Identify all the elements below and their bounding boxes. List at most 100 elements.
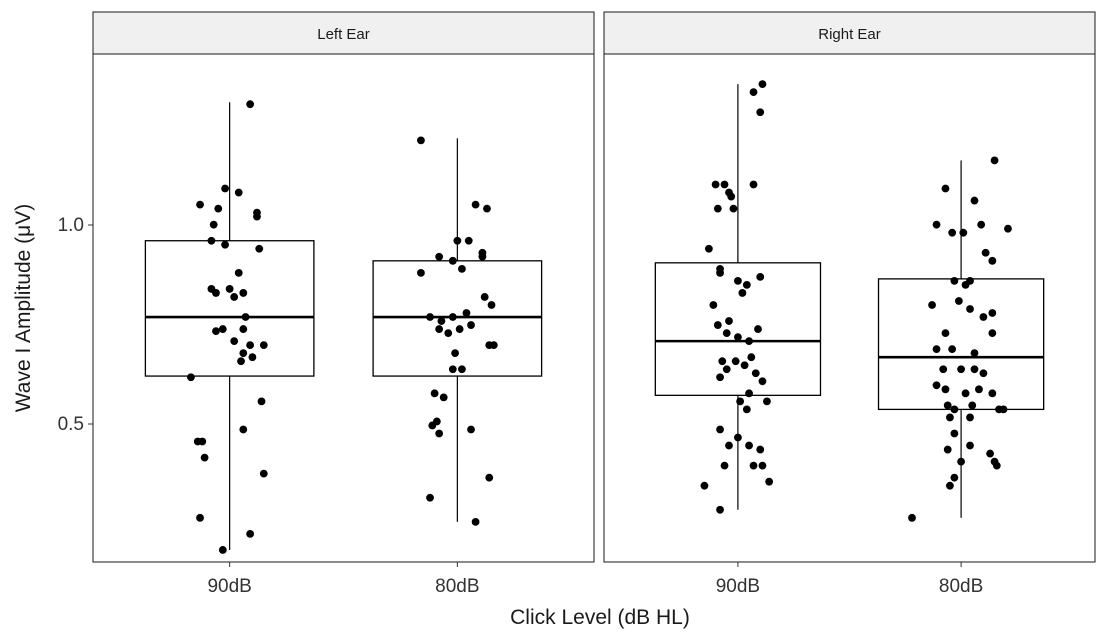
- x-tick-label: 80dB: [939, 576, 983, 597]
- data-point: [711, 180, 720, 189]
- data-point: [246, 100, 255, 109]
- data-point: [946, 413, 954, 422]
- data-point: [448, 313, 457, 321]
- data-point: [451, 349, 459, 358]
- data-point: [200, 453, 209, 462]
- data-point: [736, 397, 745, 406]
- data-point: [742, 405, 751, 414]
- data-point: [734, 333, 742, 342]
- panel-0: Left Ear 90dB 80dB: [92, 11, 595, 597]
- data-point: [970, 365, 979, 374]
- data-point: [970, 196, 979, 205]
- data-point: [435, 325, 444, 333]
- data-point: [718, 357, 727, 366]
- data-point: [464, 236, 473, 245]
- data-point: [1004, 224, 1012, 233]
- data-point: [417, 268, 425, 277]
- data-point: [957, 365, 965, 374]
- data-point: [207, 236, 216, 245]
- data-point: [417, 136, 425, 145]
- data-point: [908, 513, 916, 522]
- data-point: [729, 204, 738, 213]
- data-point: [756, 272, 765, 281]
- data-point: [458, 264, 466, 273]
- box-iqr: [372, 260, 543, 377]
- data-point: [448, 256, 457, 265]
- data-point: [221, 240, 229, 249]
- data-point: [225, 285, 234, 293]
- data-point: [253, 212, 261, 221]
- data-point: [700, 481, 709, 490]
- data-point: [747, 353, 756, 362]
- data-point: [255, 244, 264, 253]
- data-point: [943, 445, 952, 454]
- data-point: [763, 397, 771, 406]
- data-point: [193, 437, 202, 446]
- group-80dB: 80dB: [877, 156, 1045, 597]
- data-point: [455, 325, 464, 333]
- data-point: [986, 449, 995, 458]
- data-point: [734, 276, 742, 285]
- data-point: [999, 405, 1008, 414]
- data-point: [943, 401, 952, 410]
- data-point: [765, 477, 774, 486]
- data-point: [961, 389, 970, 398]
- data-point: [467, 321, 475, 329]
- data-point: [439, 393, 448, 402]
- data-point: [435, 252, 444, 261]
- data-point: [196, 200, 204, 209]
- data-point: [946, 481, 954, 490]
- data-point: [988, 389, 997, 398]
- group-80dB: 80dB: [372, 136, 543, 597]
- data-point: [212, 289, 220, 297]
- data-point: [467, 425, 475, 434]
- data-point: [483, 204, 491, 213]
- data-point: [480, 293, 489, 301]
- data-point: [716, 373, 724, 382]
- data-point: [722, 329, 731, 337]
- data-point: [713, 321, 722, 329]
- data-point: [196, 513, 204, 522]
- data-point: [221, 184, 229, 193]
- data-point: [478, 252, 487, 261]
- data-point: [428, 421, 437, 430]
- data-point: [426, 493, 434, 502]
- data-point: [957, 457, 965, 466]
- data-point: [966, 441, 974, 450]
- data-point: [941, 385, 950, 394]
- data-point: [462, 309, 471, 317]
- data-point: [234, 188, 243, 197]
- data-point: [453, 236, 462, 245]
- data-point: [751, 369, 760, 378]
- data-point: [988, 256, 997, 265]
- data-point: [444, 329, 453, 337]
- data-point: [435, 429, 444, 438]
- data-point: [720, 180, 729, 189]
- data-point: [950, 473, 959, 482]
- data-point: [716, 505, 724, 514]
- data-point: [745, 337, 753, 346]
- data-point: [239, 325, 248, 333]
- data-point: [246, 529, 255, 538]
- data-point: [990, 156, 999, 165]
- data-point: [259, 469, 268, 478]
- data-point: [241, 313, 250, 321]
- data-point: [237, 357, 245, 366]
- data-point: [742, 281, 751, 289]
- panels: Left Ear 90dB 80dB Right Ear 90dB 80dB: [92, 11, 1096, 597]
- data-point: [959, 228, 968, 237]
- data-point: [745, 389, 753, 398]
- data-point: [458, 365, 466, 374]
- data-point: [754, 325, 762, 333]
- group-90dB: 90dB: [654, 80, 822, 597]
- data-point: [941, 184, 950, 193]
- data-point: [738, 289, 747, 297]
- data-point: [485, 473, 494, 482]
- y-axis: 1.0 0.5: [58, 54, 94, 562]
- data-point: [988, 329, 997, 337]
- data-point: [948, 228, 957, 237]
- data-point: [954, 297, 963, 305]
- data-point: [713, 204, 722, 213]
- data-point: [734, 433, 742, 442]
- data-point: [941, 329, 950, 337]
